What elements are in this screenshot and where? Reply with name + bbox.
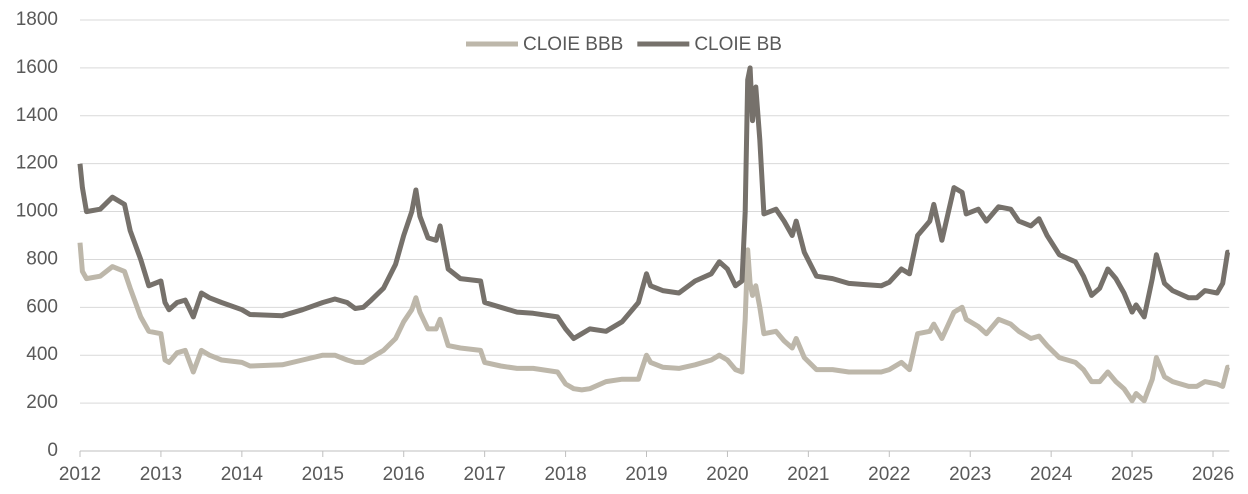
y-tick-label: 600 <box>26 296 58 317</box>
x-tick-label: 2022 <box>868 464 910 485</box>
y-tick-label: 1000 <box>16 201 58 222</box>
x-tick-label: 2019 <box>625 464 667 485</box>
x-tick-label: 2017 <box>464 464 506 485</box>
x-tick-label: 2026 <box>1192 464 1234 485</box>
legend-label: CLOIE BB <box>694 34 782 55</box>
y-tick-label: 1800 <box>16 9 58 30</box>
y-tick-label: 200 <box>26 392 58 413</box>
y-tick-label: 1400 <box>16 105 58 126</box>
x-tick-label: 2018 <box>544 464 586 485</box>
x-tick-label: 2012 <box>59 464 101 485</box>
x-tick-label: 2020 <box>706 464 748 485</box>
x-tick-label: 2014 <box>221 464 264 485</box>
legend-label: CLOIE BBB <box>523 34 623 55</box>
x-tick-label: 2025 <box>1111 464 1153 485</box>
y-tick-label: 1200 <box>16 153 58 174</box>
x-tick-label: 2013 <box>140 464 182 485</box>
x-tick-label: 2016 <box>383 464 425 485</box>
x-tick-label: 2024 <box>1030 464 1073 485</box>
y-tick-label: 800 <box>26 248 58 269</box>
y-tick-label: 0 <box>47 440 58 461</box>
series-line <box>77 242 1231 404</box>
x-tick-label: 2023 <box>949 464 991 485</box>
series-line <box>77 65 1231 341</box>
x-tick-label: 2021 <box>787 464 829 485</box>
y-tick-label: 1600 <box>16 57 58 78</box>
y-tick-label: 400 <box>26 344 58 365</box>
x-tick-label: 2015 <box>302 464 344 485</box>
